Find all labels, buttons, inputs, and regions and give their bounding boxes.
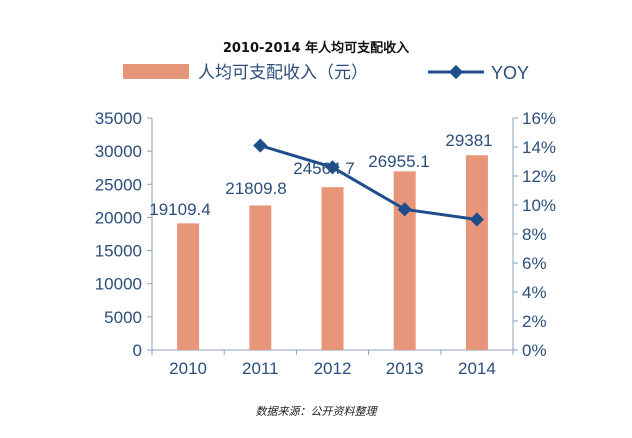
right-tick-label: 14% (522, 138, 556, 157)
x-tick-label: 2013 (386, 359, 424, 378)
left-tick-label: 15000 (95, 242, 142, 261)
right-tick-label: 6% (522, 254, 547, 273)
left-tick-label: 20000 (95, 208, 142, 227)
x-tick-label: 2014 (458, 359, 496, 378)
left-tick-label: 35000 (95, 109, 142, 128)
bar (393, 171, 416, 350)
legend-bar-swatch (123, 64, 189, 79)
bar-data-label: 26955.1 (368, 152, 429, 171)
source-note: 数据来源：公开资料整理 (255, 405, 377, 418)
bar (321, 187, 344, 350)
bar (177, 223, 200, 350)
left-tick-label: 25000 (95, 175, 142, 194)
right-tick-label: 16% (522, 109, 556, 128)
left-tick-label: 0 (133, 341, 142, 360)
right-tick-label: 0% (522, 341, 547, 360)
bar-data-label: 19109.4 (149, 200, 210, 219)
right-tick-label: 12% (522, 167, 556, 186)
yoy-point (397, 202, 412, 217)
left-tick-label: 10000 (95, 275, 142, 294)
bar-data-label: 24564.7 (293, 159, 354, 178)
bar (249, 205, 272, 350)
right-tick-label: 2% (522, 312, 547, 331)
bar-data-label: 29381 (445, 131, 492, 150)
legend-line-label: YOY (491, 63, 529, 83)
yoy-point (325, 160, 340, 175)
x-tick-label: 2012 (314, 359, 352, 378)
yoy-point (253, 138, 268, 153)
yoy-line (259, 144, 478, 221)
legend-bar-label: 人均可支配收入（元） (198, 63, 368, 83)
right-tick-label: 10% (522, 196, 556, 215)
legend-line-marker (448, 64, 464, 80)
left-tick-label: 5000 (104, 308, 142, 327)
yoy-point (469, 212, 484, 227)
bar-data-label: 21809.8 (225, 179, 286, 198)
right-tick-label: 8% (522, 225, 547, 244)
chart-title: 2010-2014 年人均可支配收入 (222, 41, 410, 56)
x-tick-label: 2010 (169, 359, 207, 378)
left-tick-label: 30000 (95, 142, 142, 161)
right-tick-label: 4% (522, 283, 547, 302)
bar (465, 155, 488, 350)
x-tick-label: 2011 (242, 359, 279, 378)
